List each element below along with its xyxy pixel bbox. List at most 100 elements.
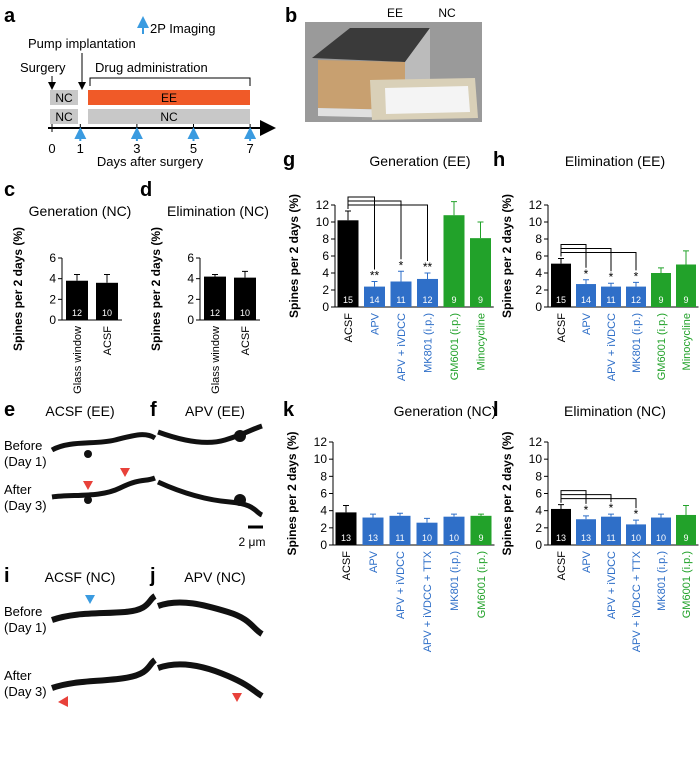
y-tick-label: 8 [322,232,329,246]
comparison-bracket [560,498,637,509]
spine [84,450,92,458]
y-tick-label: 0 [535,300,542,314]
bar [551,508,571,545]
y-tick-label: 12 [529,198,543,212]
panel-letter: h [493,149,505,171]
y-tick-label: 12 [316,198,330,212]
spine [234,430,246,442]
y-tick-label: 6 [535,487,542,501]
dendrite [156,661,264,699]
dendrite [157,423,263,445]
panel-a: a 2P Imaging Pump implantation Surgery D… [4,5,276,169]
y-tick-label: 0 [320,538,327,552]
bar [443,215,465,307]
error-bar [633,519,639,525]
y-tick-label: 2 [322,283,329,297]
n-label: 11 [606,533,615,543]
y-tick-label: 2 [49,292,56,306]
n-label: 12 [72,308,82,318]
y-tick-label: 4 [535,504,542,518]
y-tick-label: 0 [322,300,329,314]
category-label: APV + iVDCC + TTX [631,550,643,652]
error-bar [424,517,430,523]
time-tick-label: 1 [77,141,84,156]
y-axis-label: Spines per 2 days (%) [500,431,514,555]
n-label: 13 [341,533,351,543]
y-axis-label: Spines per 2 days (%) [500,194,514,318]
y-axis-label: Spines per 2 days (%) [149,227,163,351]
significance: * [399,258,404,272]
bar [416,522,438,545]
error-bar [397,512,403,516]
nc-bar [88,109,250,124]
row-label: (Day 3) [4,498,47,513]
bar [626,286,646,307]
row-label: (Day 1) [4,454,47,469]
y-tick-label: 8 [535,232,542,246]
bar [601,516,621,545]
error-bar [608,513,614,517]
bar [96,282,118,320]
n-label: 10 [449,533,459,543]
y-tick-label: 4 [322,266,329,280]
category-label: APV + iVDCC [395,551,407,619]
error-bar [683,505,689,515]
y-tick-label: 2 [320,521,327,535]
row-label: (Day 3) [4,684,47,699]
row-label: After [4,482,32,497]
error-bar [558,504,564,509]
y-tick-label: 6 [187,251,194,265]
y-tick-label: 4 [535,266,542,280]
comparison-bracket [560,252,637,271]
category-label: ACSF [343,313,355,343]
panel-letter: c [4,179,15,201]
y-tick-label: 6 [535,249,542,263]
nc-bar [50,90,78,105]
category-label: ACSF [556,313,568,343]
y-tick-label: 8 [535,469,542,483]
chart-title: Generation (NC) [394,403,497,419]
panel-letter: i [4,565,10,587]
error-bar [451,201,457,216]
y-tick-label: 2 [535,283,542,297]
category-label: APV + iVDCC [606,313,618,381]
n-label: 14 [369,295,379,305]
error-bar [104,274,110,283]
panel-letter: g [283,149,295,171]
bar [335,512,357,545]
error-bar [477,221,484,239]
bedding [385,86,470,114]
y-tick-label: 2 [535,521,542,535]
bar-chart: g Generation (EE) Spines per 2 days (%) 0 2 4… [283,149,494,381]
panel-f: f APV (EE) 2 μm [150,399,265,549]
row-label: NC [160,110,178,124]
bar [470,515,492,545]
image-title: ACSF (NC) [45,569,116,585]
bar [626,524,646,545]
category-label: ACSF [556,551,568,581]
panel-j: j APV (NC) [149,565,264,702]
significance: * [634,507,639,521]
dendrite [50,432,157,453]
bar [362,517,384,545]
image-title: APV (EE) [185,403,245,419]
spine [84,496,92,504]
error-bar [683,250,689,265]
category-label: GM6001 (i.p.) [476,551,488,618]
bar [651,273,671,307]
bar [389,515,411,545]
n-label: 9 [683,295,688,305]
significance: * [584,267,589,281]
time-tick-label: 7 [246,141,253,156]
imaging-legend: 2P Imaging [150,21,216,36]
n-label: 12 [210,308,220,318]
y-tick-label: 0 [187,313,194,327]
arrowhead [120,468,130,477]
chart-title: Elimination (NC) [167,203,269,219]
n-label: 10 [422,533,432,543]
chart-title: Generation (NC) [29,203,132,219]
y-tick-label: 0 [49,313,56,327]
bar [443,516,465,545]
significance: ** [370,269,380,283]
category-label: ACSF [240,326,252,356]
